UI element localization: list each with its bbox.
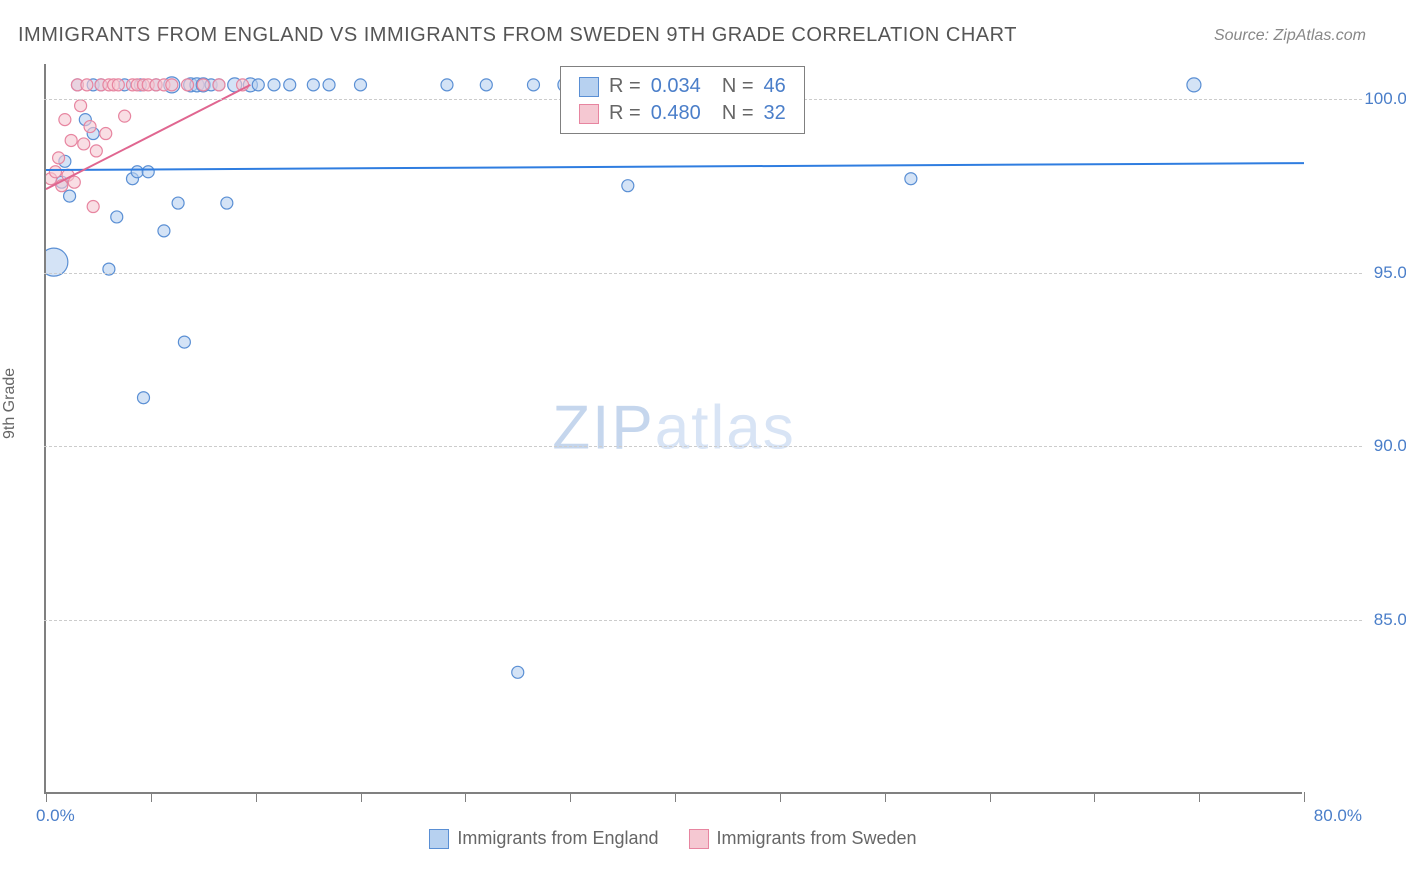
data-point xyxy=(64,190,76,202)
y-axis-title: 9th Grade xyxy=(1,368,19,439)
x-tick xyxy=(1199,792,1200,802)
data-point xyxy=(100,128,112,140)
x-tick xyxy=(990,792,991,802)
data-point xyxy=(213,79,225,91)
data-point xyxy=(1187,78,1201,92)
data-point xyxy=(182,79,194,91)
data-point xyxy=(112,79,124,91)
stats-row-england: R = 0.034 N = 46 xyxy=(579,73,786,100)
x-axis-start-label: 0.0% xyxy=(36,806,75,826)
data-point xyxy=(49,166,61,178)
stats-swatch-sweden xyxy=(579,104,599,124)
data-point xyxy=(84,121,96,133)
data-point xyxy=(221,197,233,209)
data-point xyxy=(78,138,90,150)
y-tick-label: 85.0% xyxy=(1374,610,1406,630)
data-point xyxy=(284,79,296,91)
r-value-england: 0.034 xyxy=(651,75,701,98)
n-value-england: 46 xyxy=(764,75,786,98)
legend-label-england: Immigrants from England xyxy=(457,828,658,849)
data-point xyxy=(905,173,917,185)
data-point xyxy=(131,166,143,178)
regression-line xyxy=(46,163,1304,170)
data-point xyxy=(178,336,190,348)
x-tick xyxy=(46,792,47,802)
scatter-plot-svg xyxy=(46,64,1304,794)
data-point xyxy=(172,197,184,209)
y-tick-label: 100.0% xyxy=(1364,89,1406,109)
data-point xyxy=(252,79,264,91)
data-point xyxy=(527,79,539,91)
data-point xyxy=(441,79,453,91)
data-point xyxy=(111,211,123,223)
data-point xyxy=(197,79,209,91)
x-tick xyxy=(1094,792,1095,802)
x-tick xyxy=(151,792,152,802)
data-point xyxy=(480,79,492,91)
data-point xyxy=(53,152,65,164)
stats-legend-box: R = 0.034 N = 46 R = 0.480 N = 32 xyxy=(560,66,805,134)
x-tick xyxy=(361,792,362,802)
y-tick-label: 95.0% xyxy=(1374,263,1406,283)
data-point xyxy=(81,79,93,91)
data-point xyxy=(512,666,524,678)
data-point xyxy=(142,166,154,178)
legend-item-england: Immigrants from England xyxy=(429,828,658,849)
chart-container: ZIPatlas 85.0%90.0%95.0%100.0% xyxy=(44,64,1362,794)
gridline-h xyxy=(44,273,1362,274)
legend-item-sweden: Immigrants from Sweden xyxy=(689,828,917,849)
gridline-h xyxy=(44,620,1362,621)
data-point xyxy=(68,176,80,188)
data-point xyxy=(65,134,77,146)
data-point xyxy=(323,79,335,91)
legend-label-sweden: Immigrants from Sweden xyxy=(717,828,917,849)
data-point xyxy=(622,180,634,192)
x-tick xyxy=(1304,792,1305,802)
data-point xyxy=(87,201,99,213)
data-point xyxy=(75,100,87,112)
data-point xyxy=(355,79,367,91)
data-point xyxy=(59,114,71,126)
data-point xyxy=(166,79,178,91)
y-tick-label: 90.0% xyxy=(1374,436,1406,456)
x-tick xyxy=(465,792,466,802)
stats-swatch-england xyxy=(579,77,599,97)
x-tick xyxy=(780,792,781,802)
legend-swatch-sweden xyxy=(689,829,709,849)
r-value-sweden: 0.480 xyxy=(651,102,701,125)
x-tick xyxy=(570,792,571,802)
data-point xyxy=(119,110,131,122)
x-tick xyxy=(256,792,257,802)
bottom-legend: Immigrants from England Immigrants from … xyxy=(44,828,1302,849)
data-point xyxy=(307,79,319,91)
plot-area: ZIPatlas xyxy=(44,64,1302,794)
data-point xyxy=(137,392,149,404)
stats-row-sweden: R = 0.480 N = 32 xyxy=(579,100,786,127)
data-point xyxy=(158,225,170,237)
x-tick xyxy=(675,792,676,802)
x-axis-end-label: 80.0% xyxy=(1314,806,1362,826)
legend-swatch-england xyxy=(429,829,449,849)
data-point xyxy=(90,145,102,157)
x-tick xyxy=(885,792,886,802)
gridline-h xyxy=(44,446,1362,447)
n-value-sweden: 32 xyxy=(764,102,786,125)
source-label: Source: ZipAtlas.com xyxy=(1214,27,1366,45)
data-point xyxy=(268,79,280,91)
chart-title: IMMIGRANTS FROM ENGLAND VS IMMIGRANTS FR… xyxy=(18,24,1017,47)
